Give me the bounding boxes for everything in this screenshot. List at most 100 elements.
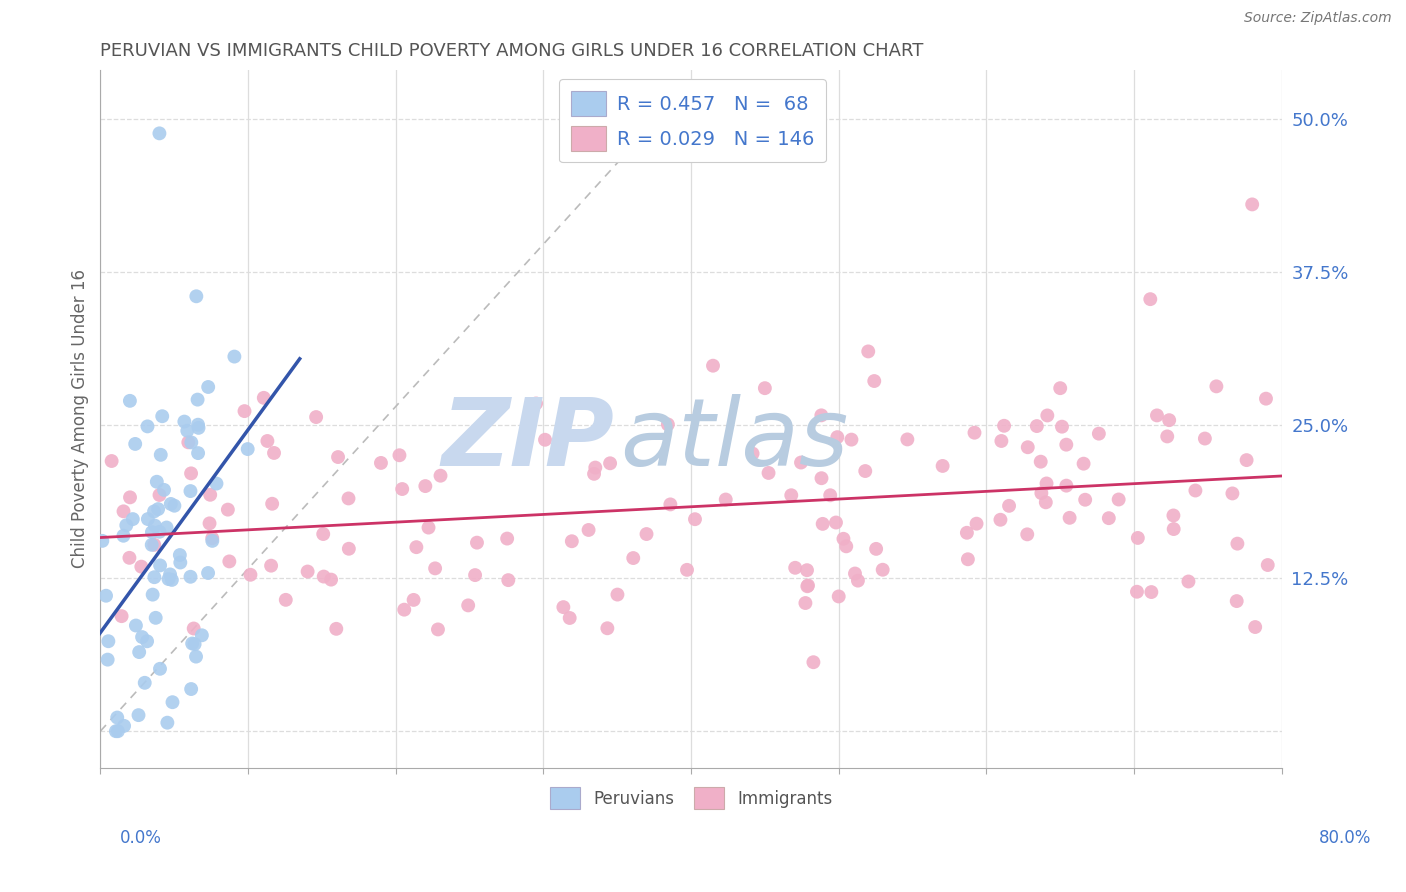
Point [118,393,141,408]
Point [811,516,834,531]
Point [1073,457,1095,471]
Point [97,652,120,666]
Point [956,552,979,566]
Point [415,479,437,493]
Point [91,533,114,548]
Point [998,499,1021,513]
Point [205,476,228,491]
Point [1226,536,1249,550]
Point [990,434,1012,448]
Point [621,551,644,566]
Point [1226,594,1249,608]
Point [104,724,127,739]
Point [429,468,451,483]
Point [169,548,191,562]
Point [160,573,183,587]
Point [233,404,256,418]
Text: 0.0%: 0.0% [120,829,162,847]
Point [553,600,575,615]
Point [305,410,328,425]
Point [319,573,342,587]
Point [146,475,169,489]
Point [110,609,132,624]
Point [162,695,184,709]
Legend: Peruvians, Immigrants: Peruvians, Immigrants [543,780,839,815]
Point [993,418,1015,433]
Point [1054,438,1077,452]
Point [966,516,988,531]
Point [191,628,214,642]
Point [141,538,163,552]
Point [1205,379,1227,393]
Point [561,534,583,549]
Point [1163,508,1185,523]
Point [828,590,851,604]
Point [145,611,167,625]
Text: PERUVIAN VS IMMIGRANTS CHILD POVERTY AMONG GIRLS UNDER 16 CORRELATION CHART: PERUVIAN VS IMMIGRANTS CHILD POVERTY AMO… [100,42,924,60]
Point [599,456,621,470]
Point [136,419,159,434]
Point [785,561,807,575]
Point [1163,522,1185,536]
Point [780,488,803,502]
Point [1194,432,1216,446]
Point [94,589,117,603]
Point [956,525,979,540]
Point [583,467,606,481]
Point [835,539,858,553]
Point [253,391,276,405]
Point [131,630,153,644]
Point [464,568,486,582]
Point [841,433,863,447]
Point [159,567,181,582]
Point [115,518,138,533]
Point [558,611,581,625]
Point [1146,409,1168,423]
Point [657,417,679,432]
Point [863,374,886,388]
Point [183,637,205,651]
Point [844,566,866,581]
Point [187,446,209,460]
Point [159,497,181,511]
Point [423,561,446,575]
Point [131,559,153,574]
Point [1184,483,1206,498]
Point [148,126,170,140]
Point [256,434,278,448]
Point [201,531,224,545]
Point [1074,492,1097,507]
Point [1108,492,1130,507]
Point [149,558,172,573]
Point [274,592,297,607]
Point [187,392,209,407]
Point [990,513,1012,527]
Point [143,504,166,518]
Point [1088,426,1111,441]
Point [107,724,129,739]
Point [163,499,186,513]
Point [1140,585,1163,599]
Point [149,662,172,676]
Point [796,579,818,593]
Point [825,516,848,530]
Point [1025,419,1047,434]
Point [149,448,172,462]
Point [197,566,219,580]
Point [1054,478,1077,492]
Point [465,535,488,549]
Point [524,396,547,410]
Point [583,460,606,475]
Point [150,409,173,424]
Point [1241,197,1264,211]
Point [187,417,209,432]
Point [796,563,818,577]
Text: 80.0%: 80.0% [1319,829,1371,847]
Point [239,567,262,582]
Point [1098,511,1121,525]
Point [121,512,143,526]
Point [1031,486,1053,500]
Point [136,512,159,526]
Point [758,466,780,480]
Point [1244,620,1267,634]
